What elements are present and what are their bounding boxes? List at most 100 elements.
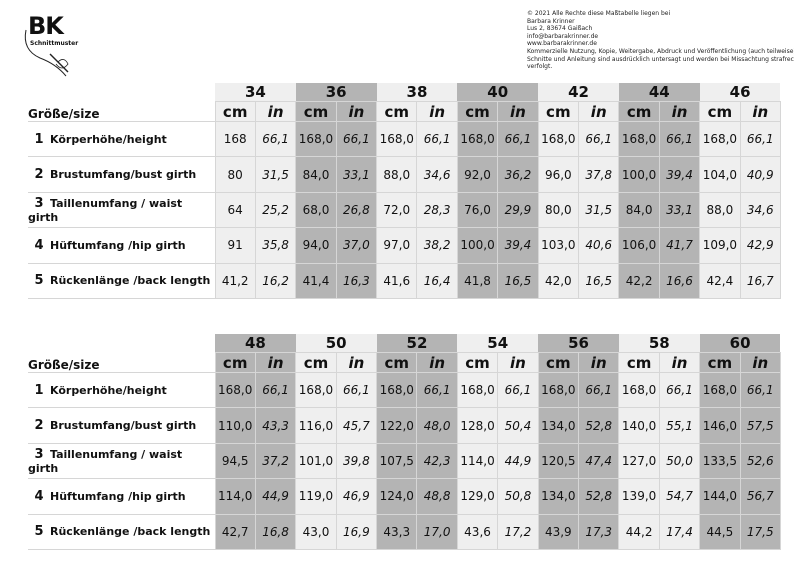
- value-cell: 122,0: [376, 407, 418, 444]
- value-cell: 36,2: [497, 156, 539, 193]
- value-cell: 66,1: [254, 120, 297, 158]
- value-cell: 57,5: [739, 407, 781, 444]
- value-cell: 50,4: [497, 407, 539, 444]
- value-cell: 16,4: [416, 262, 458, 299]
- measure-row: 3 Taillenumfang / waist girth 64 25,2 68,0 26…: [28, 191, 781, 229]
- value-cell: 44,9: [497, 442, 539, 480]
- value-cell: 34,6: [416, 156, 458, 193]
- copyright-line: www.barbarakrinner.de: [527, 40, 597, 48]
- value-cell: 66,1: [578, 371, 620, 409]
- value-cell: 116,0: [295, 407, 337, 444]
- logo-needle: [24, 29, 69, 77]
- row-label: 2 Brustumfang/bust girth: [28, 407, 216, 444]
- unit-header: cm: [456, 101, 499, 122]
- row-number: 3: [34, 195, 44, 211]
- copyright-line: Barbara Krinner: [527, 17, 575, 25]
- unit-header: in: [578, 101, 620, 122]
- value-cell: 168,0: [214, 371, 256, 409]
- value-cell: 28,3: [416, 191, 458, 229]
- value-cell: 139,0: [618, 478, 660, 515]
- value-cell: 66,1: [416, 120, 458, 158]
- measure-row: 4 Hüftumfang /hip girth 91 35,8 94,0 37,0 97,0…: [28, 227, 781, 264]
- unit-row: cm in cm in cm in cm in cm in cm in cm in: [28, 101, 781, 122]
- unit-header: cm: [214, 101, 256, 122]
- value-cell: 100,0: [618, 156, 660, 193]
- value-cell: 16,2: [254, 262, 297, 299]
- value-cell: 146,0: [699, 407, 741, 444]
- value-cell: 84,0: [618, 191, 660, 229]
- row-number: 1: [34, 131, 44, 147]
- row-number: 1: [34, 382, 44, 398]
- value-cell: 66,1: [335, 120, 378, 158]
- value-cell: 16,6: [658, 262, 701, 299]
- value-cell: 31,5: [254, 156, 297, 193]
- row-number: 5: [34, 273, 44, 289]
- value-cell: 168: [214, 120, 256, 158]
- value-cell: 104,0: [699, 156, 741, 193]
- value-cell: 46,9: [335, 478, 378, 515]
- value-cell: 66,1: [739, 371, 781, 409]
- row-name: Körperhöhe/height: [50, 383, 167, 397]
- value-cell: 35,8: [254, 227, 297, 264]
- row-number: 2: [34, 167, 44, 183]
- size-header: 40: [457, 83, 539, 102]
- value-cell: 41,7: [658, 227, 701, 264]
- unit-header: in: [335, 101, 378, 122]
- size-row: Größe/size 48 50 52 54 56 58 60: [28, 334, 781, 372]
- size-header: 46: [699, 83, 781, 102]
- value-cell: 31,5: [578, 191, 620, 229]
- value-cell: 129,0: [456, 478, 499, 515]
- unit-header: in: [254, 352, 297, 373]
- row-label: 1 Körperhöhe/height: [28, 120, 216, 158]
- value-cell: 140,0: [618, 407, 660, 444]
- value-cell: 50,8: [497, 478, 539, 515]
- value-cell: 48,8: [416, 478, 458, 515]
- value-cell: 40,6: [578, 227, 620, 264]
- value-cell: 168,0: [376, 371, 418, 409]
- row-label: 3 Taillenumfang / waist girth: [28, 442, 216, 480]
- value-cell: 168,0: [456, 371, 499, 409]
- value-cell: 66,1: [578, 120, 620, 158]
- unit-header: in: [739, 101, 781, 122]
- unit-header: in: [658, 352, 701, 373]
- value-cell: 66,1: [658, 120, 701, 158]
- value-cell: 29,9: [497, 191, 539, 229]
- value-cell: 50,0: [658, 442, 701, 480]
- row-number: 2: [34, 418, 44, 434]
- copyright-line: info@barbarakrinner.de: [527, 32, 599, 40]
- value-cell: 54,7: [658, 478, 701, 515]
- value-cell: 25,2: [254, 191, 297, 229]
- size-header: 34: [215, 83, 296, 102]
- row-label: 3 Taillenumfang / waist girth: [28, 191, 216, 229]
- copyright-line: © 2021 Alle Rechte diese Maßtabelle lieg…: [527, 10, 671, 17]
- row-number: 5: [34, 524, 44, 540]
- logo-title: BK: [28, 12, 64, 40]
- size-header: 42: [538, 83, 619, 102]
- unit-header: in: [578, 352, 620, 373]
- value-cell: 134,0: [537, 407, 580, 444]
- row-name: Brustumfang/bust girth: [50, 419, 197, 433]
- size-header: 60: [699, 334, 781, 353]
- unit-header: in: [497, 352, 539, 373]
- size-header: 36: [295, 83, 377, 102]
- value-cell: 16,3: [335, 262, 378, 299]
- value-cell: 33,1: [658, 191, 701, 229]
- value-cell: 43,3: [254, 407, 297, 444]
- value-cell: 17,0: [416, 513, 458, 550]
- value-cell: 80: [214, 156, 256, 193]
- measure-row: 3 Taillenumfang / waist girth 94,5 37,2 101,…: [28, 442, 781, 480]
- size-header: 54: [457, 334, 539, 353]
- unit-header: cm: [214, 352, 256, 373]
- value-cell: 39,4: [658, 156, 701, 193]
- value-cell: 26,8: [335, 191, 378, 229]
- value-cell: 144,0: [699, 478, 741, 515]
- value-cell: 37,0: [335, 227, 378, 264]
- value-cell: 52,6: [739, 442, 781, 480]
- size-header: 48: [215, 334, 296, 353]
- value-cell: 168,0: [699, 120, 741, 158]
- value-cell: 92,0: [456, 156, 499, 193]
- value-cell: 94,0: [295, 227, 337, 264]
- value-cell: 168,0: [456, 120, 499, 158]
- value-cell: 41,8: [456, 262, 499, 299]
